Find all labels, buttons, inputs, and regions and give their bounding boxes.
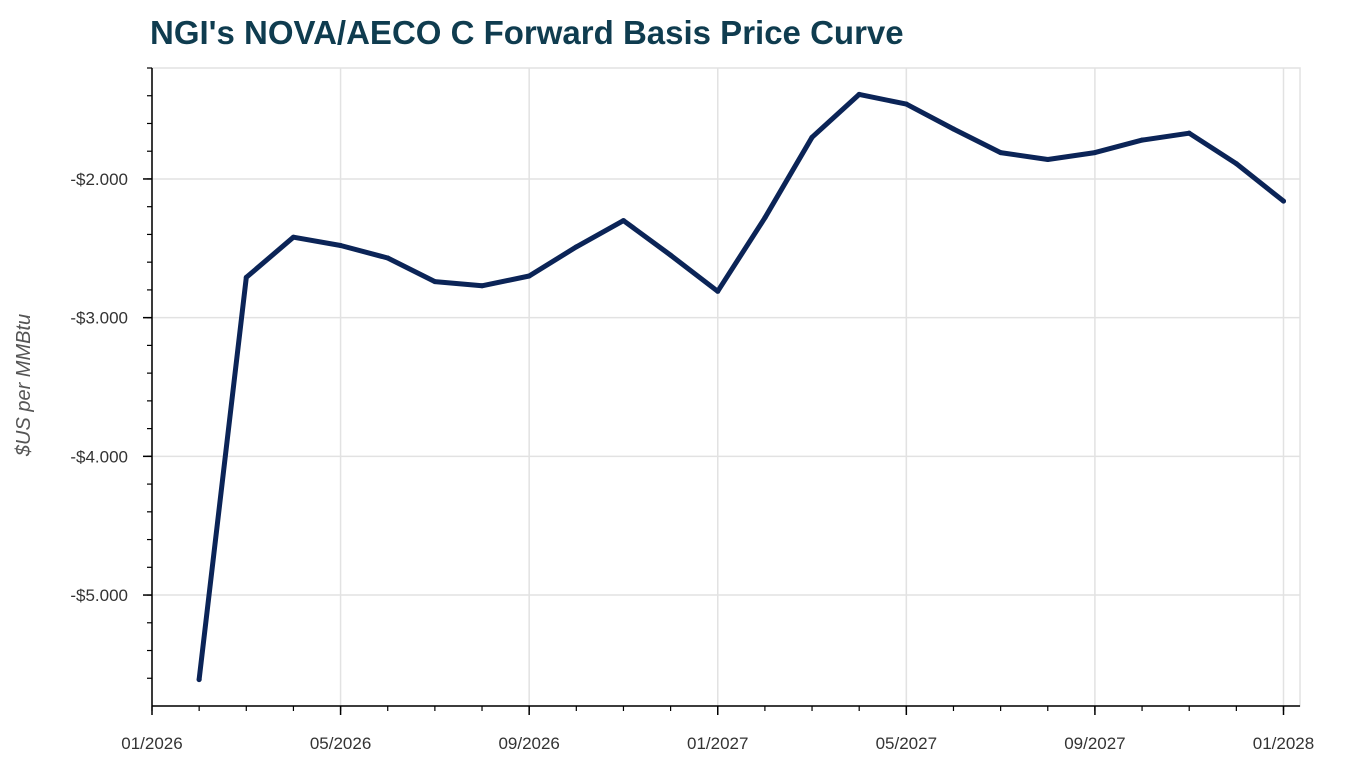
x-ticks: 01/2026 05/2026 09/2026 01/2027 05/2027 09/20… [121,706,1314,753]
data-point [526,273,532,279]
data-point [338,243,344,249]
data-point [1280,198,1286,204]
data-point [762,215,768,221]
data-point [1092,150,1098,156]
data-point [998,150,1004,156]
y-tick-label: -$4.000 [70,447,128,466]
data-point [385,255,391,261]
x-tick-label: 05/2027 [876,734,937,753]
data-point [1186,130,1192,136]
x-tick-label: 01/2028 [1253,734,1314,753]
data-point [950,126,956,132]
y-ticks: -$2.000 -$3.000 -$4.000 -$5.000 [70,67,152,679]
data-point [809,134,815,140]
data-point [715,288,721,294]
plot-border [151,67,1301,707]
data-point [432,279,438,285]
chart-title: NGI's NOVA/AECO C Forward Basis Price Cu… [150,14,904,51]
series-line [196,91,1286,683]
x-tick-label: 05/2026 [310,734,371,753]
x-tick-label: 09/2026 [498,734,559,753]
x-tick-label: 01/2027 [687,734,748,753]
grid-lines [151,67,1301,707]
y-tick-label: -$2.000 [70,170,128,189]
data-point [243,274,249,280]
data-point [290,234,296,240]
data-point [196,677,202,683]
data-point [1233,161,1239,167]
y-tick-label: -$3.000 [70,309,128,328]
data-point [620,218,626,224]
data-point [1139,137,1145,143]
data-point [903,101,909,107]
data-point [479,283,485,289]
data-point [668,252,674,258]
y-axis-label: $US per MMBtu [13,314,35,457]
x-tick-label: 09/2027 [1064,734,1125,753]
x-tick-label: 01/2026 [121,734,182,753]
y-tick-label: -$5.000 [70,586,128,605]
data-point [573,244,579,250]
axes [151,68,1300,707]
data-point [1045,157,1051,163]
data-point [856,91,862,97]
data-series [196,91,1286,683]
